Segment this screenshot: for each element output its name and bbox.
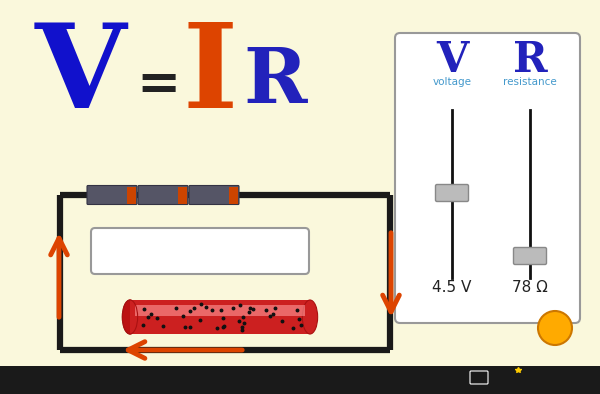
- Text: =: =: [136, 59, 180, 110]
- Text: ET: ET: [522, 372, 543, 388]
- FancyBboxPatch shape: [138, 186, 188, 204]
- Text: ◀): ◀): [454, 375, 466, 385]
- Text: I: I: [182, 17, 238, 132]
- Ellipse shape: [122, 300, 137, 334]
- Text: ↺: ↺: [546, 319, 564, 339]
- Ellipse shape: [302, 300, 317, 334]
- Circle shape: [538, 311, 572, 345]
- FancyBboxPatch shape: [91, 228, 309, 274]
- Bar: [178, 186, 187, 203]
- FancyBboxPatch shape: [395, 33, 580, 323]
- Text: Ph: Ph: [500, 372, 522, 388]
- Text: i: i: [515, 372, 520, 387]
- Text: voltage: voltage: [433, 77, 472, 87]
- Text: 4.5 V: 4.5 V: [433, 281, 472, 296]
- Bar: [130, 300, 310, 334]
- Text: current =  57.7 mA: current = 57.7 mA: [110, 242, 290, 260]
- Bar: [135, 305, 305, 316]
- Text: 78 Ω: 78 Ω: [512, 281, 548, 296]
- Text: 1.5 V: 1.5 V: [201, 191, 221, 201]
- FancyBboxPatch shape: [87, 186, 137, 204]
- Text: V: V: [436, 39, 468, 81]
- FancyBboxPatch shape: [514, 247, 547, 264]
- Bar: [229, 186, 238, 203]
- Text: resistance: resistance: [503, 77, 557, 87]
- FancyBboxPatch shape: [189, 186, 239, 204]
- Bar: [0, 366, 600, 394]
- Text: 1.5 V: 1.5 V: [150, 191, 170, 201]
- FancyBboxPatch shape: [436, 184, 469, 201]
- Text: V: V: [34, 17, 126, 132]
- Text: 1.5 V: 1.5 V: [99, 191, 119, 201]
- Text: R: R: [243, 45, 307, 119]
- Text: Ohm's Law: Ohm's Law: [8, 373, 84, 387]
- Bar: [127, 186, 136, 203]
- Text: R: R: [512, 39, 547, 81]
